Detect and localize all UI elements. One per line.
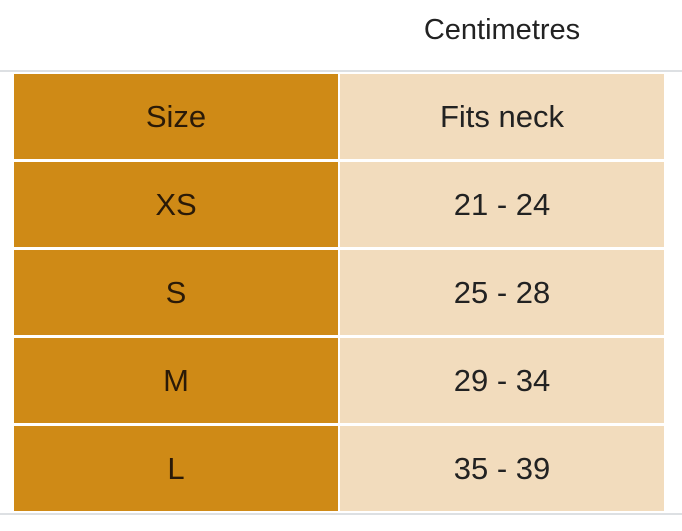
header-fits-neck: Fits neck bbox=[340, 74, 664, 159]
size-cell: M bbox=[14, 338, 338, 423]
size-cell: XS bbox=[14, 162, 338, 247]
unit-caption: Centimetres bbox=[423, 14, 581, 46]
neck-cell: 21 - 24 bbox=[340, 162, 664, 247]
size-table: Size Fits neck XS 21 - 24 S 25 - 28 M 29… bbox=[14, 74, 664, 514]
size-cell: L bbox=[14, 426, 338, 511]
bottom-divider bbox=[0, 513, 682, 515]
table-row: XS 21 - 24 bbox=[14, 162, 664, 247]
header-row: Size Fits neck bbox=[14, 74, 664, 159]
neck-cell: 29 - 34 bbox=[340, 338, 664, 423]
size-cell: S bbox=[14, 250, 338, 335]
header-size: Size bbox=[14, 74, 338, 159]
neck-cell: 25 - 28 bbox=[340, 250, 664, 335]
table-row: L 35 - 39 bbox=[14, 426, 664, 511]
table-row: S 25 - 28 bbox=[14, 250, 664, 335]
table-row: M 29 - 34 bbox=[14, 338, 664, 423]
neck-cell: 35 - 39 bbox=[340, 426, 664, 511]
top-divider bbox=[0, 70, 682, 72]
